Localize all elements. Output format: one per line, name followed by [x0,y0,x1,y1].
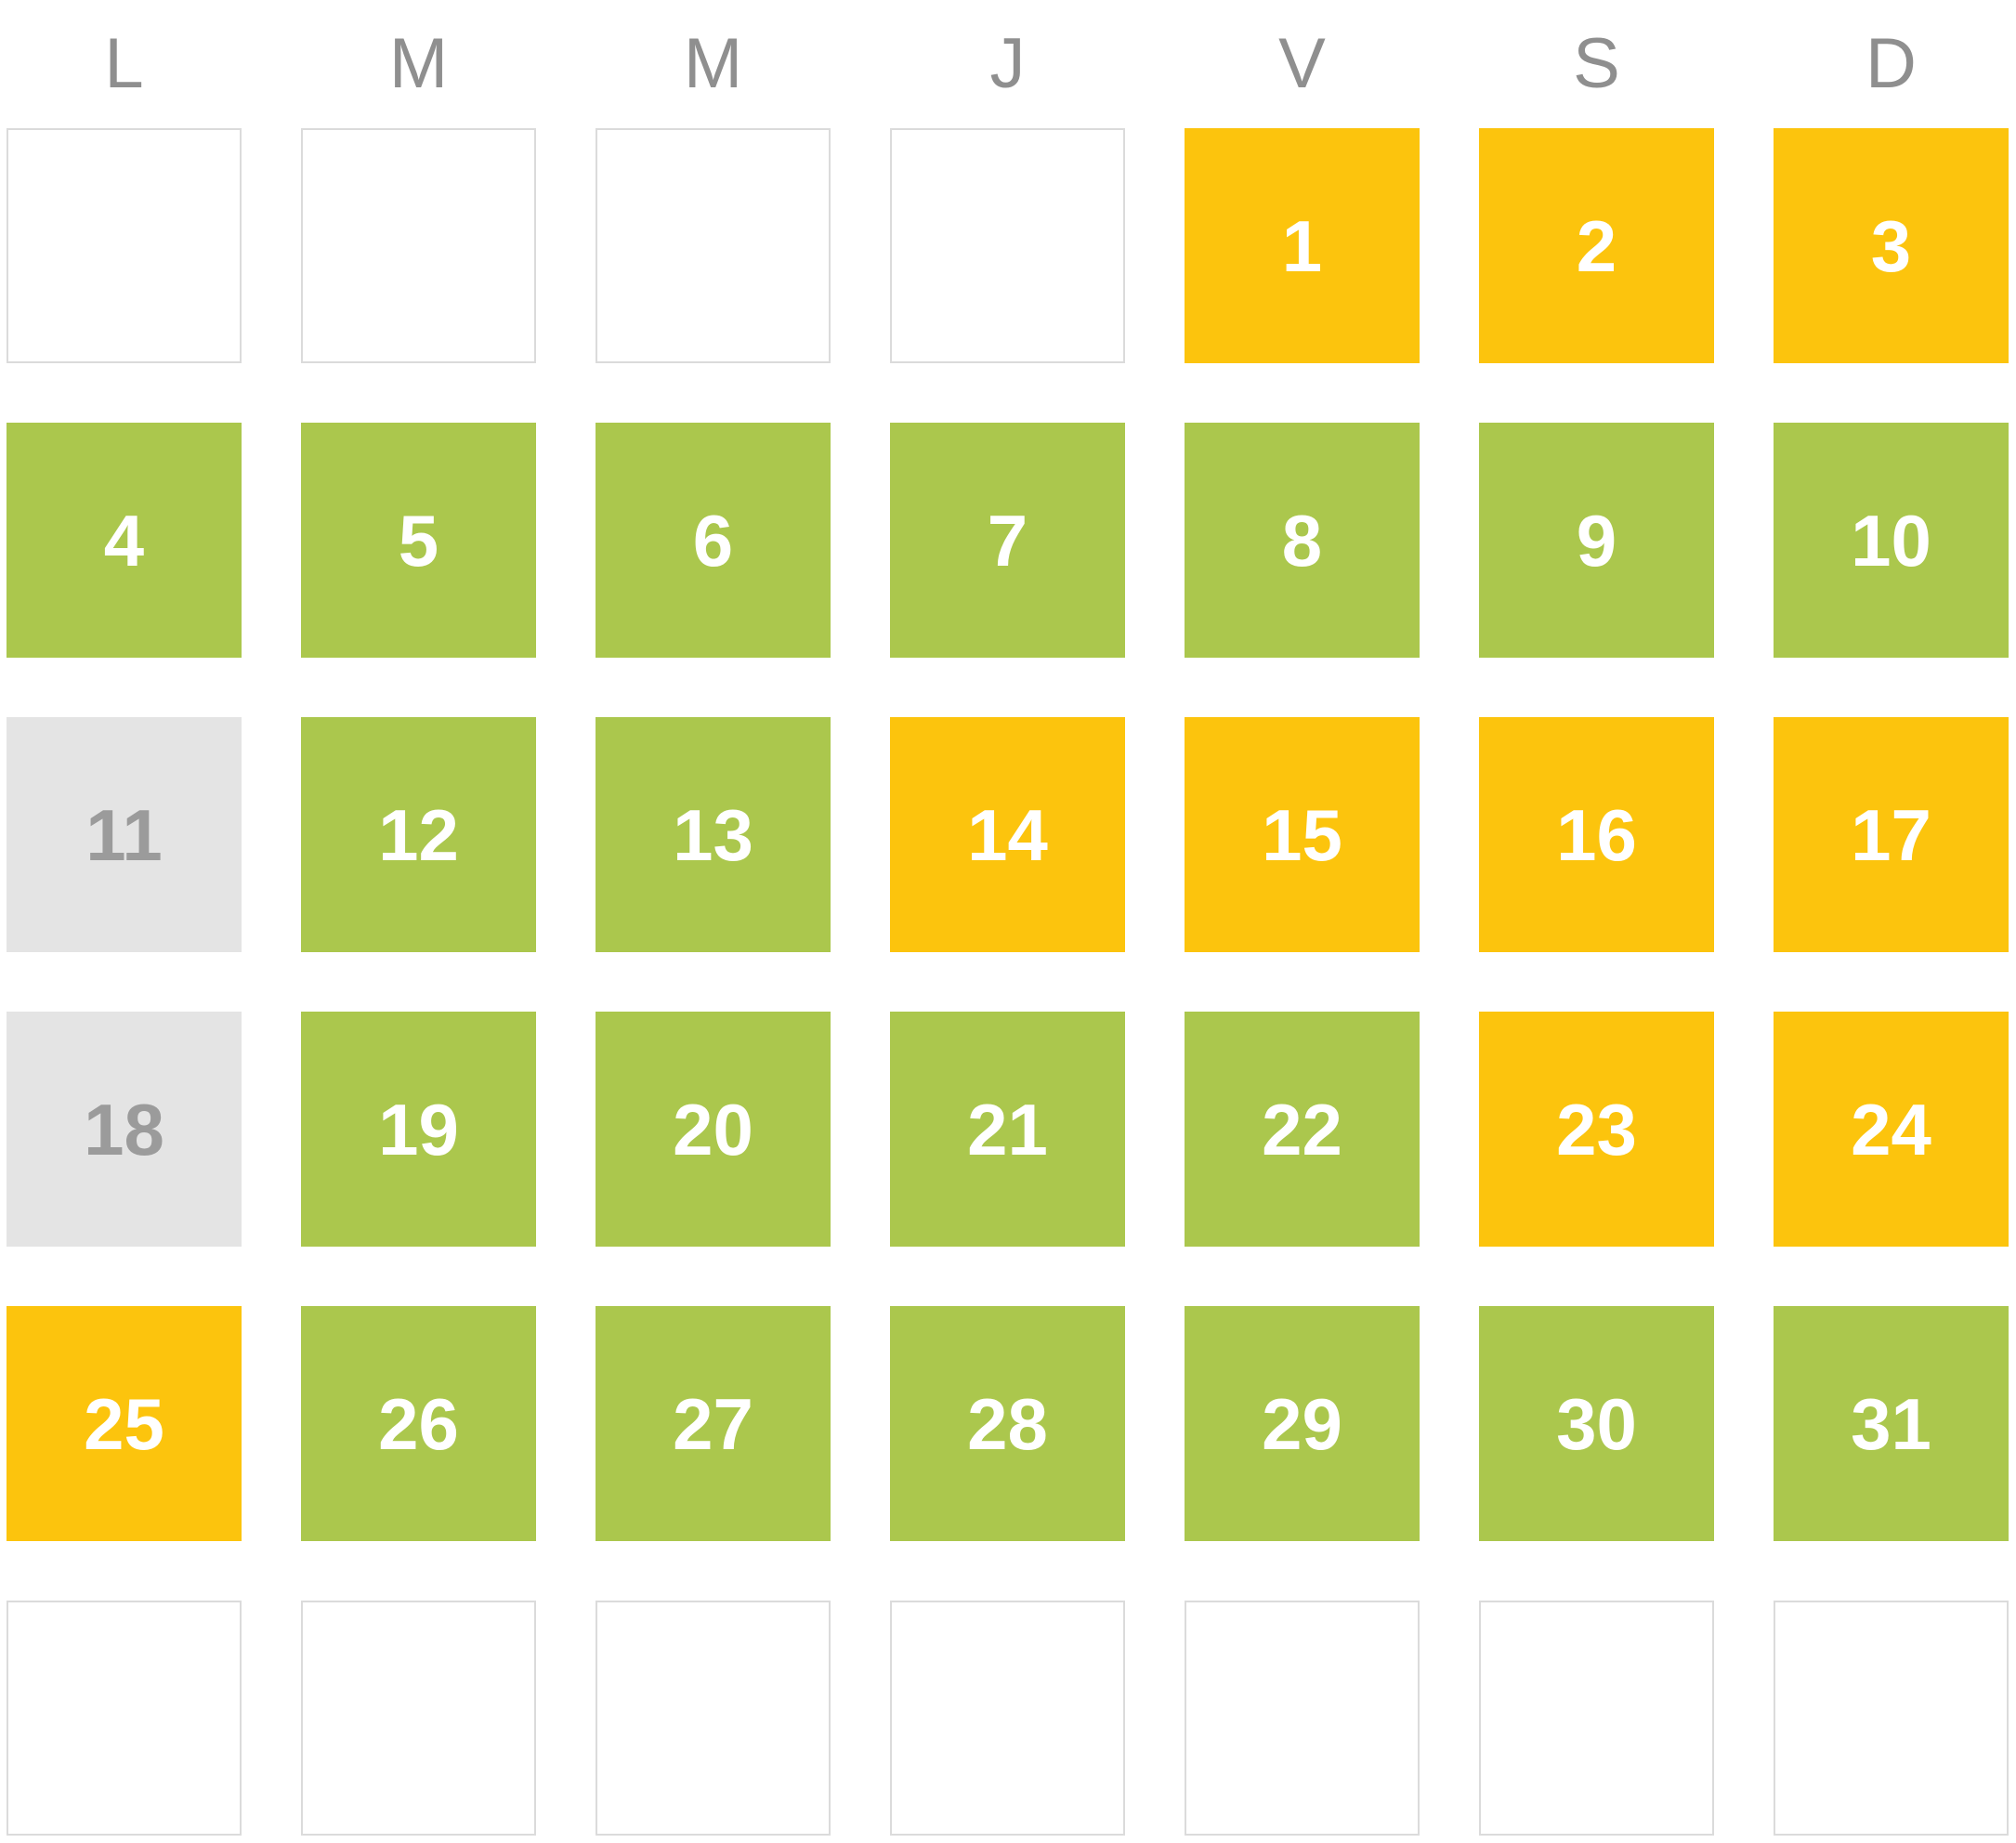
day-cell[interactable]: 3 [1774,128,2009,363]
day-cell[interactable]: 21 [890,1012,1125,1247]
weekday-label: L [104,24,144,103]
day-cell[interactable]: 24 [1774,1012,2009,1247]
empty-cell [596,1601,831,1836]
day-cell[interactable]: 12 [301,717,536,952]
day-cell[interactable]: 2 [1479,128,1714,363]
day-cell[interactable]: 25 [7,1306,242,1541]
day-cell[interactable]: 8 [1185,423,1420,658]
day-cell[interactable]: 27 [596,1306,831,1541]
day-cell: 18 [7,1012,242,1247]
day-cell[interactable]: 13 [596,717,831,952]
day-cell[interactable]: 7 [890,423,1125,658]
day-cell[interactable]: 22 [1185,1012,1420,1247]
weekday-label: J [989,24,1026,103]
day-cell[interactable]: 6 [596,423,831,658]
weekday-label: M [388,24,449,103]
day-cell: 11 [7,717,242,952]
day-cell[interactable]: 31 [1774,1306,2009,1541]
day-cell[interactable]: 1 [1185,128,1420,363]
empty-cell [7,1601,242,1836]
weekday-label: D [1865,24,1917,103]
day-cell[interactable]: 10 [1774,423,2009,658]
weekday-label: M [683,24,743,103]
day-cell[interactable]: 14 [890,717,1125,952]
day-cell[interactable]: 29 [1185,1306,1420,1541]
day-cell[interactable]: 26 [301,1306,536,1541]
day-cell[interactable]: 23 [1479,1012,1714,1247]
empty-cell [301,128,536,363]
weekday-label: S [1573,24,1620,103]
day-cell[interactable]: 5 [301,423,536,658]
empty-cell [890,1601,1125,1836]
day-cell[interactable]: 19 [301,1012,536,1247]
day-cell[interactable]: 20 [596,1012,831,1247]
day-cell[interactable]: 30 [1479,1306,1714,1541]
empty-cell [7,128,242,363]
empty-cell [301,1601,536,1836]
empty-cell [1774,1601,2009,1836]
calendar-grid: 1 2 3 4 5 6 7 8 9 10 11 12 13 14 15 16 17 18 19 20 21 22 23 24 2… [0,128,2016,1836]
day-cell[interactable]: 16 [1479,717,1714,952]
empty-cell [890,128,1125,363]
empty-cell [1479,1601,1714,1836]
day-cell[interactable]: 9 [1479,423,1714,658]
weekday-label: V [1278,24,1326,103]
empty-cell [1185,1601,1420,1836]
day-cell[interactable]: 15 [1185,717,1420,952]
day-cell[interactable]: 4 [7,423,242,658]
empty-cell [596,128,831,363]
day-cell[interactable]: 17 [1774,717,2009,952]
day-cell[interactable]: 28 [890,1306,1125,1541]
